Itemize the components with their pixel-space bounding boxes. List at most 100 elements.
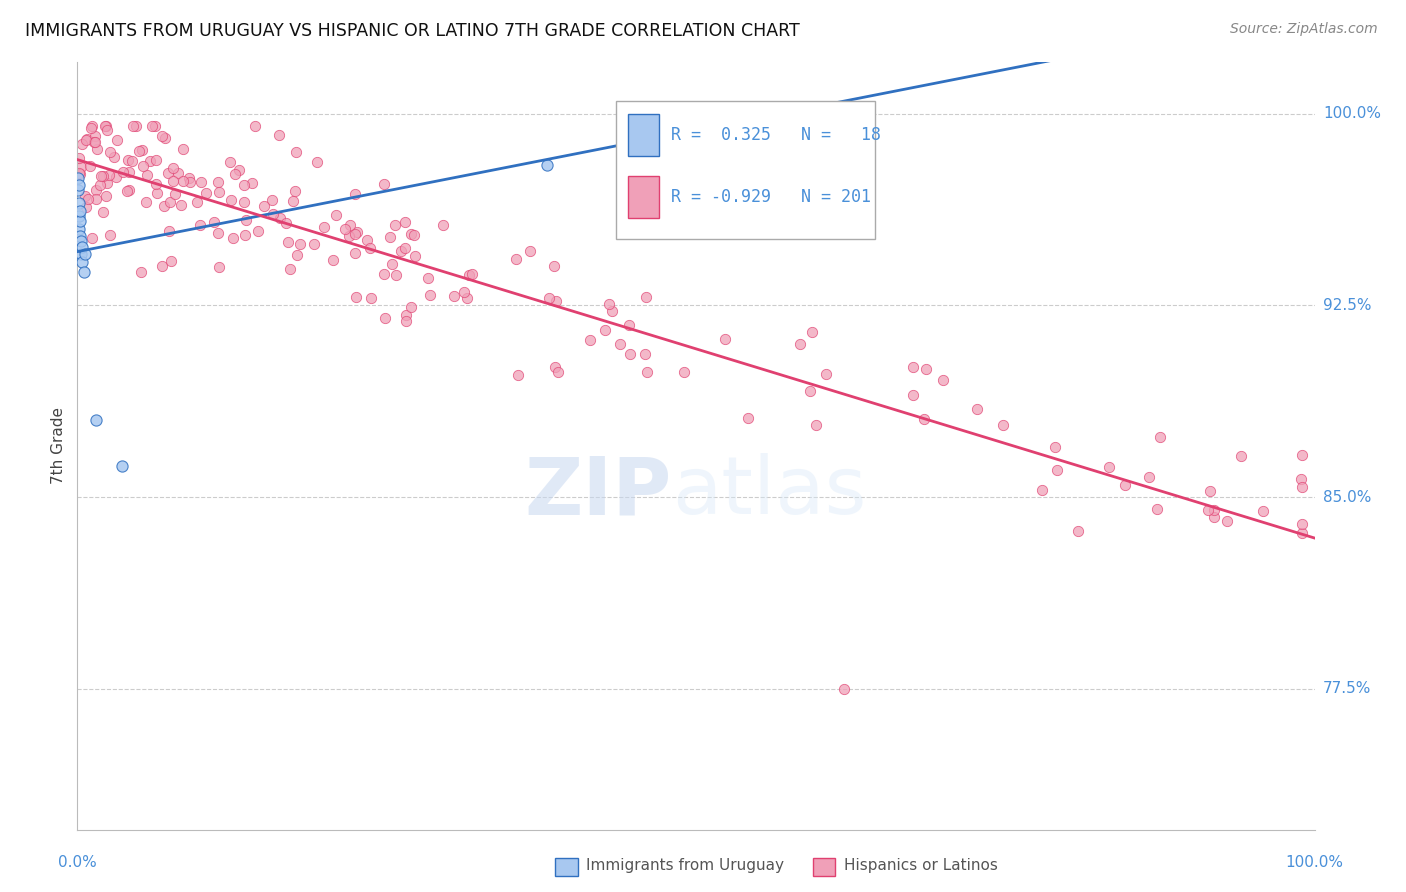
Point [79, 159, 101, 173]
Point [76, 132, 98, 146]
Point [384, 218, 406, 232]
Point [70, 137, 93, 152]
Point [267, 128, 290, 142]
Point [360, 291, 382, 305]
Text: Source: ZipAtlas.com: Source: ZipAtlas.com [1230, 22, 1378, 37]
Point [80, 231, 103, 245]
Point [117, 183, 139, 197]
Point [359, 241, 381, 255]
Point [67, 151, 90, 165]
Point [72, 239, 94, 253]
Point [233, 194, 256, 209]
Text: 77.5%: 77.5% [1323, 681, 1371, 697]
Point [1149, 430, 1171, 444]
Text: 100.0%: 100.0% [1323, 106, 1381, 121]
Point [1253, 504, 1275, 518]
Point [262, 207, 284, 221]
Point [1289, 472, 1312, 486]
Point [914, 362, 936, 376]
Point [179, 176, 201, 190]
Point [145, 153, 167, 167]
Point [132, 159, 155, 173]
Point [284, 184, 307, 198]
Point [1230, 450, 1253, 464]
Point [172, 142, 194, 156]
Point [1291, 516, 1313, 531]
Text: atlas: atlas [672, 453, 868, 531]
Point [69, 203, 91, 218]
Point [1031, 483, 1053, 498]
Point [394, 314, 416, 328]
Point [333, 222, 356, 236]
Point [543, 259, 565, 273]
Point [1199, 483, 1222, 498]
Point [394, 215, 416, 229]
Text: IMMIGRANTS FROM URUGUAY VS HISPANIC OR LATINO 7TH GRADE CORRELATION CHART: IMMIGRANTS FROM URUGUAY VS HISPANIC OR L… [25, 22, 800, 40]
Point [593, 323, 616, 337]
Point [399, 300, 422, 314]
Point [344, 289, 367, 303]
Point [1045, 440, 1067, 454]
Point [600, 303, 623, 318]
Point [233, 178, 256, 192]
Point [228, 162, 250, 177]
Text: Immigrants from Uruguay: Immigrants from Uruguay [586, 858, 785, 872]
FancyBboxPatch shape [628, 176, 659, 218]
Point [456, 291, 478, 305]
Point [86, 142, 108, 156]
Point [143, 120, 166, 134]
Point [278, 262, 301, 277]
Point [344, 246, 367, 260]
Point [131, 143, 153, 157]
Text: 100.0%: 100.0% [1285, 855, 1344, 870]
Point [117, 153, 139, 167]
Point [1137, 470, 1160, 484]
Point [505, 252, 527, 266]
Point [395, 308, 418, 322]
Point [162, 174, 184, 188]
Point [97, 168, 120, 182]
Point [79, 120, 101, 135]
Text: 0.0%: 0.0% [58, 855, 97, 870]
Point [67, 166, 90, 180]
Point [157, 166, 180, 180]
Point [1197, 503, 1219, 517]
Point [274, 216, 297, 230]
Point [344, 227, 367, 241]
Point [70, 160, 93, 174]
Point [1202, 509, 1225, 524]
Point [389, 244, 412, 258]
Point [337, 228, 360, 243]
Point [814, 367, 837, 381]
Point [122, 120, 145, 134]
Point [432, 218, 454, 232]
Point [72, 255, 94, 269]
Point [84, 183, 107, 197]
Point [302, 236, 325, 251]
Point [373, 177, 395, 191]
Point [207, 176, 229, 190]
Text: R =  0.325   N =   18: R = 0.325 N = 18 [671, 127, 882, 145]
Point [240, 177, 263, 191]
Text: 92.5%: 92.5% [1323, 298, 1371, 313]
Point [673, 365, 696, 379]
Point [901, 388, 924, 402]
Point [118, 165, 141, 179]
Point [233, 228, 256, 243]
Point [799, 384, 821, 399]
Point [153, 199, 176, 213]
Point [222, 230, 245, 244]
Point [208, 260, 231, 274]
Point [105, 169, 128, 184]
Point [145, 186, 167, 201]
Point [536, 158, 558, 172]
Point [170, 198, 193, 212]
Point [1067, 524, 1090, 538]
Point [115, 185, 138, 199]
Point [219, 193, 242, 207]
Point [207, 226, 229, 240]
Point [1098, 460, 1121, 475]
Point [418, 288, 440, 302]
Point [374, 310, 396, 325]
Point [903, 359, 925, 374]
